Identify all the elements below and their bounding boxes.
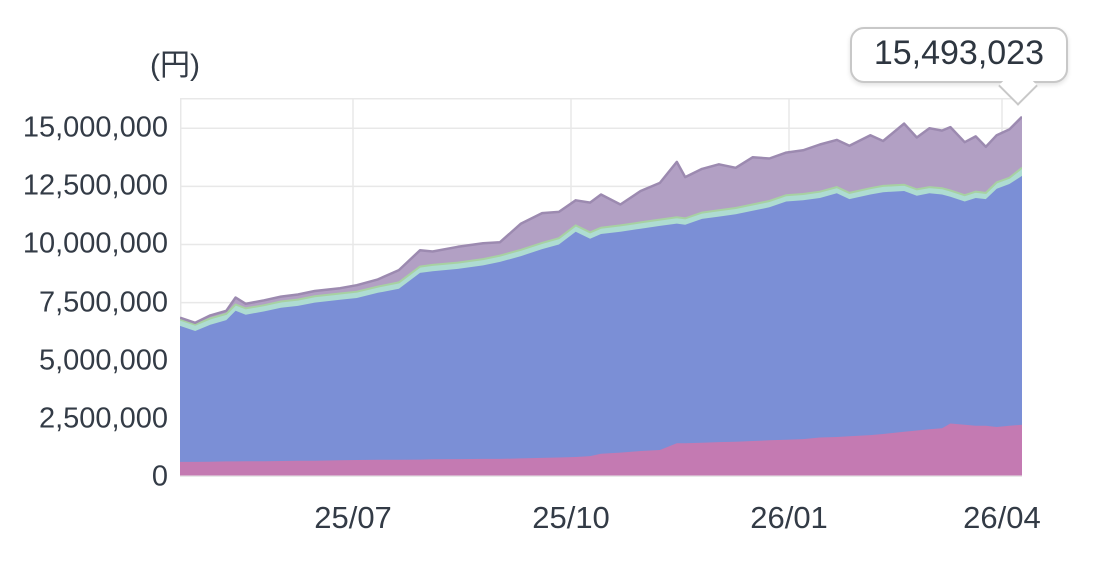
y-tick-label: 12,500,000 <box>22 169 168 202</box>
y-tick-label: 0 <box>151 460 168 493</box>
currency-unit-label: (円) <box>150 49 200 82</box>
y-tick-label: 5,000,000 <box>38 344 168 377</box>
chart-plot-area[interactable] <box>180 98 1022 477</box>
total-value-line <box>180 115 1022 325</box>
teal-edge-line <box>180 167 1022 326</box>
x-tick-label: 26/04 <box>963 500 1041 535</box>
x-tick-label: 25/07 <box>314 500 392 535</box>
bottom-pink-layer-area <box>180 423 1022 477</box>
y-tick-label: 10,000,000 <box>22 227 168 260</box>
y-tick-label: 7,500,000 <box>38 286 168 319</box>
x-axis-labels: 25/07 25/10 26/01 26/04 <box>0 500 1100 550</box>
x-tick-label: 25/10 <box>532 500 610 535</box>
value-tooltip: 15,493,023 <box>849 27 1068 83</box>
y-tick-label: 15,000,000 <box>22 111 168 144</box>
y-axis-labels: 0 2,500,000 5,000,000 7,500,000 10,000,000 12… <box>0 0 168 576</box>
main-blue-layer-area <box>180 175 1022 477</box>
y-tick-label: 2,500,000 <box>38 402 168 435</box>
tooltip-value: 15,493,023 <box>873 34 1044 72</box>
x-tick-label: 26/01 <box>750 500 828 535</box>
